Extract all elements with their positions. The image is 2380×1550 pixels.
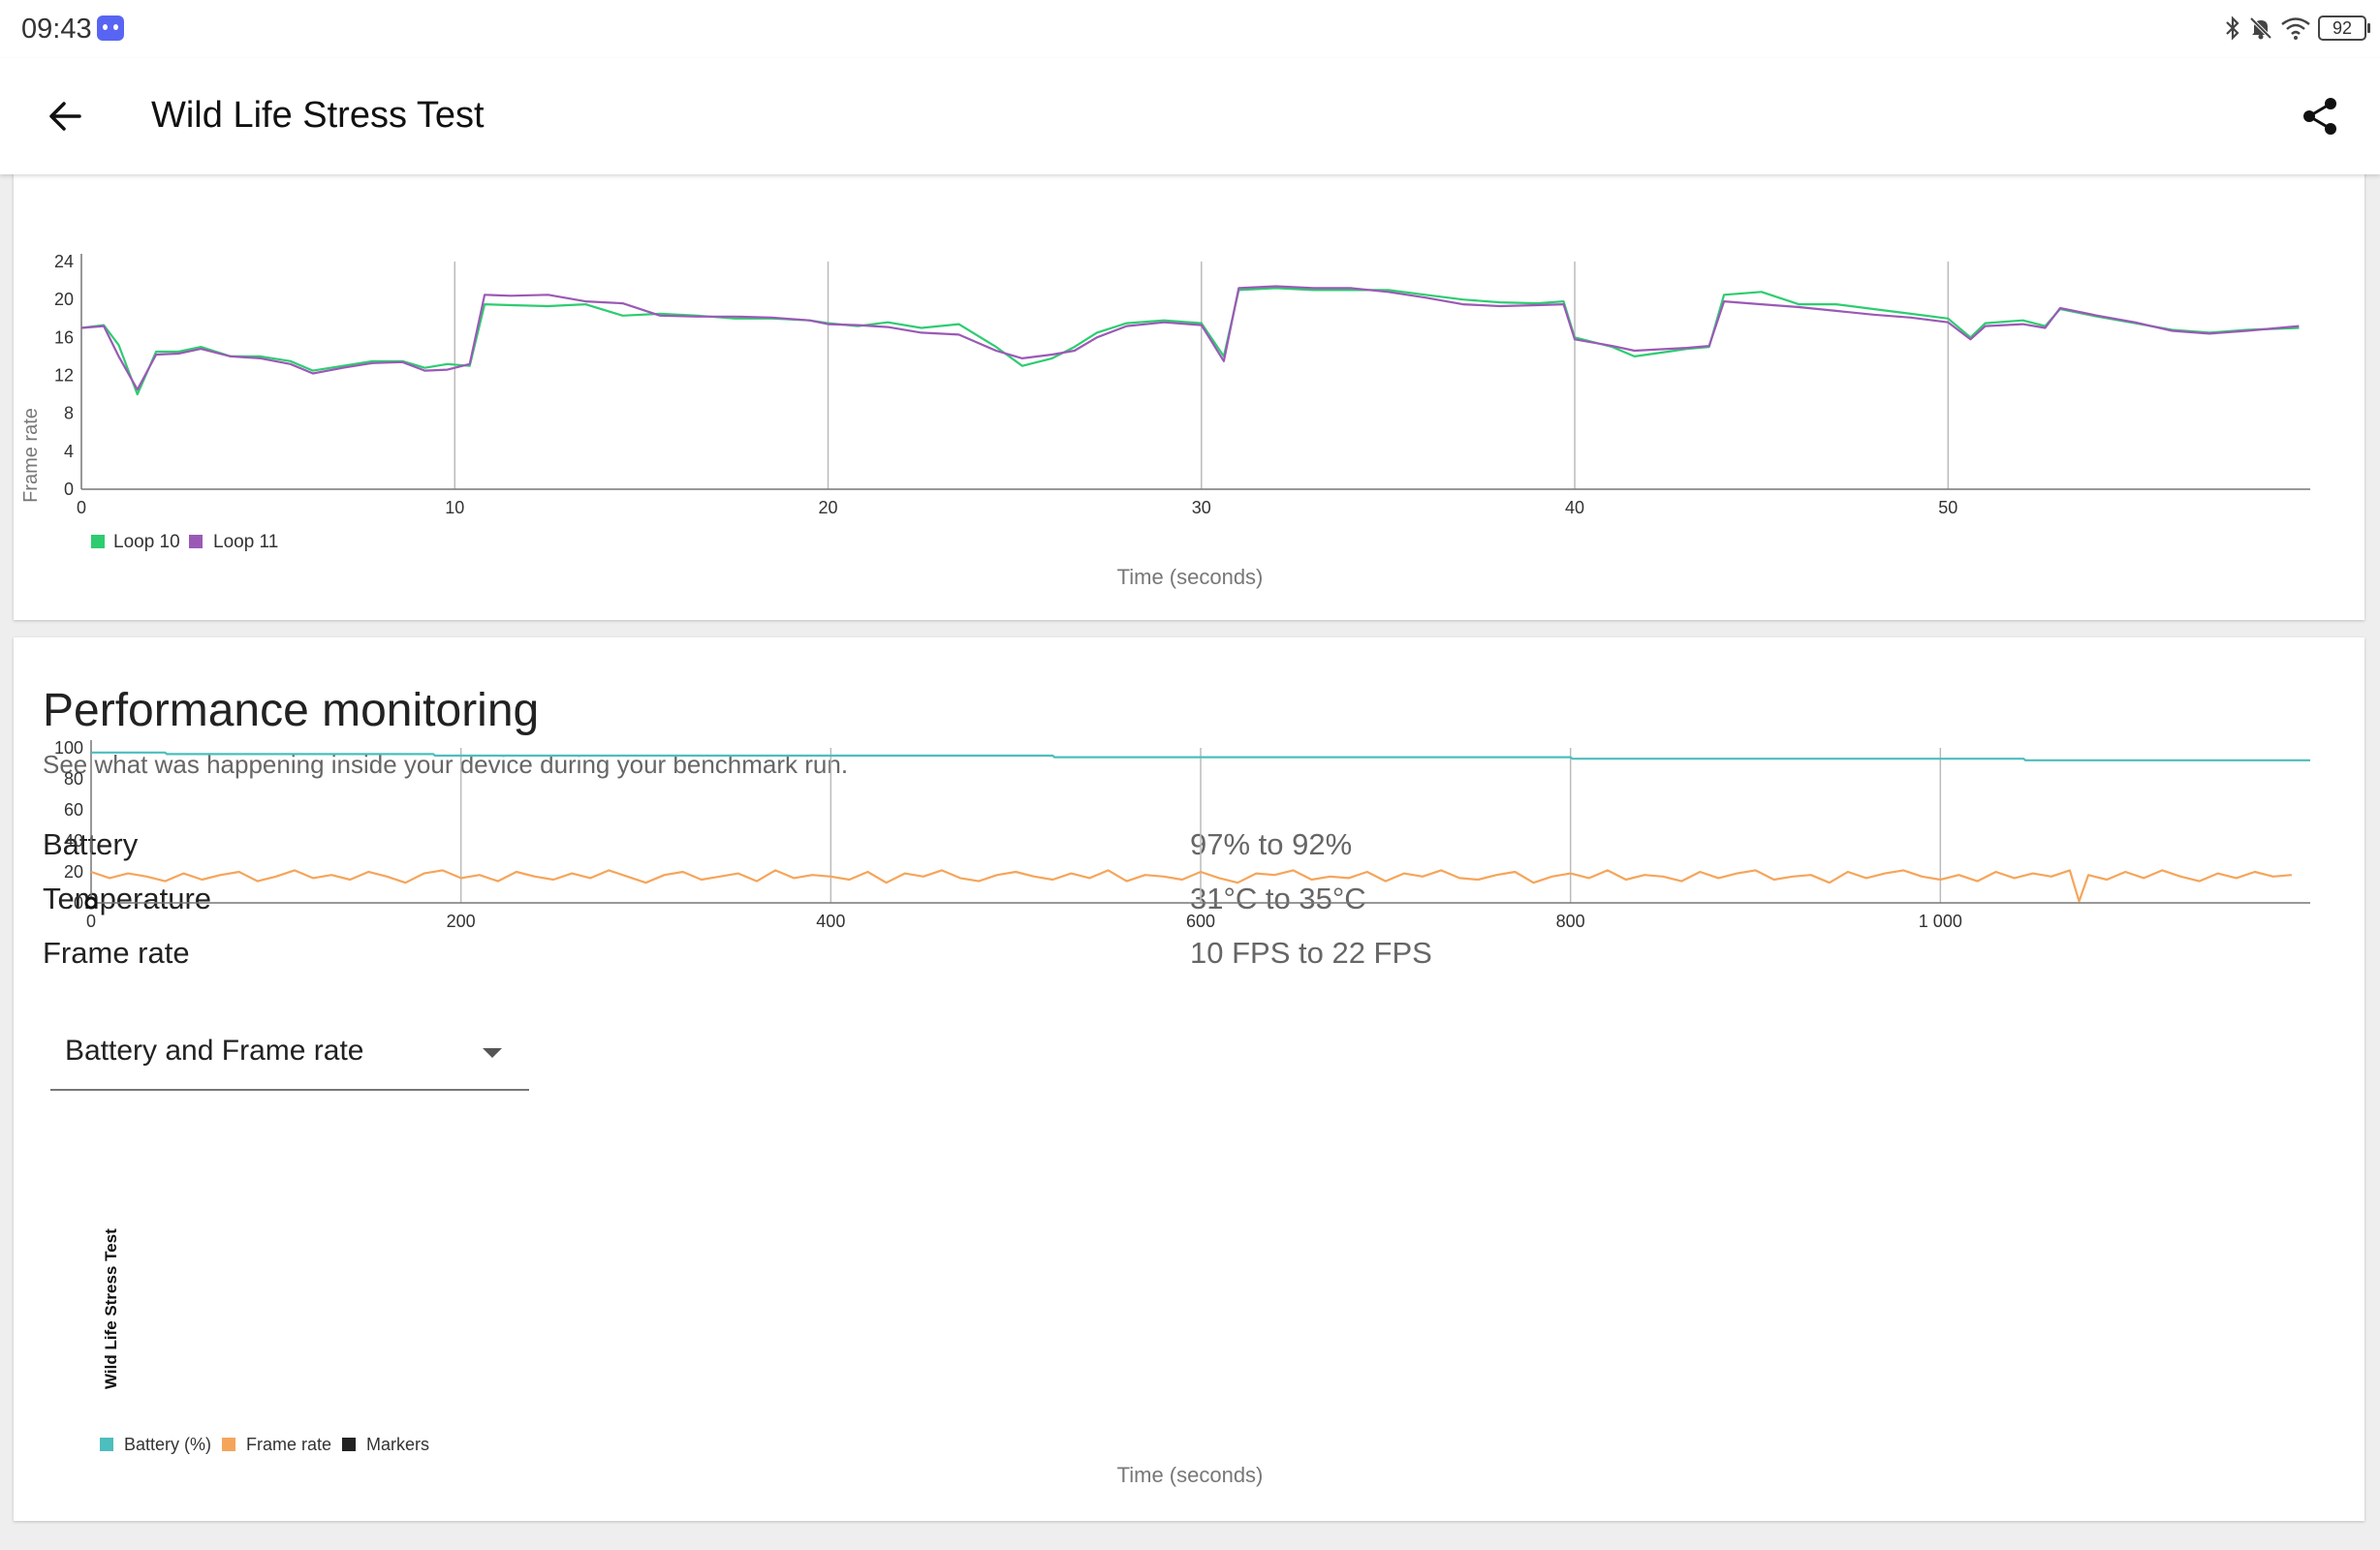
share-button[interactable]: [2297, 93, 2343, 140]
battery-label: Battery: [43, 827, 139, 861]
y-tick-label: 24: [54, 252, 74, 271]
legend-loop-11-label: Loop 11: [213, 532, 278, 552]
legend-loop-11: Loop 11: [189, 532, 278, 552]
y-tick-label: 20: [54, 290, 74, 309]
app-bar: Wild Life Stress Test: [0, 58, 2380, 174]
temperature-value: 31°C to 35°C: [1190, 882, 1366, 915]
battery-level: 92: [2332, 18, 2353, 38]
frame-rate-label: Frame rate: [43, 936, 190, 970]
discord-icon: [97, 16, 124, 41]
y-tick-label: 8: [64, 404, 74, 423]
status-time: 09:43: [21, 14, 92, 45]
performance-subtitle: See what was happening inside your devic…: [43, 750, 849, 779]
status-icons: 92: [2223, 14, 2370, 43]
x-tick-label: 50: [1938, 498, 1957, 517]
monitoring-x-axis-label: Time (seconds): [1117, 1463, 1264, 1487]
share-icon: [2303, 98, 2336, 135]
legend-markers-label: Markers: [366, 1435, 429, 1454]
legend-markers: Markers: [342, 1435, 429, 1454]
frame-rate-chart-card: 0 10 20 30 40 50 0 4 8 12 16 20 24 Frame rate Loop 1…: [14, 155, 2364, 620]
back-button[interactable]: [43, 93, 89, 140]
back-arrow-icon: [49, 102, 81, 131]
page-title: Wild Life Stress Test: [151, 95, 485, 136]
y-tick-label: 0: [64, 480, 74, 499]
frame-rate-loop-chart: 0 10 20 30 40 50 0 4 8 12 16 20 24 Frame rate Loop 1…: [20, 252, 2310, 589]
frame-rate-y-axis-label: Frame rate: [20, 408, 42, 503]
loop-11-series-line: [80, 285, 2300, 391]
x-tick-label: 30: [1192, 498, 1211, 517]
performance-monitoring-card: Performance monitoring See what was happ…: [14, 637, 2364, 1521]
x-tick-label: 20: [819, 498, 838, 517]
y-tick-label: 16: [54, 327, 74, 347]
y-tick-label: 60: [64, 800, 83, 820]
y-tick-label: 12: [54, 366, 74, 386]
x-tick-label: 0: [77, 498, 86, 517]
loop-10-series-line: [80, 287, 2300, 396]
legend-frame-rate: Frame rate: [222, 1435, 331, 1454]
legend-loop-10-label: Loop 10: [113, 532, 180, 552]
legend-frame-rate-label: Frame rate: [246, 1435, 331, 1454]
dropdown-selected-value: Battery and Frame rate: [65, 1035, 364, 1067]
status-bar: 09:43 92: [0, 0, 2380, 58]
temperature-label: Temperature: [43, 882, 212, 915]
x-tick-label: 200: [447, 912, 476, 931]
legend-battery: Battery (%): [100, 1435, 211, 1454]
bluetooth-icon: [2226, 16, 2239, 41]
x-tick-label: 10: [445, 498, 464, 517]
x-tick-label: 40: [1565, 498, 1584, 517]
do-not-disturb-icon: [2249, 16, 2272, 40]
x-tick-label: 1 000: [1919, 912, 1962, 931]
battery-value: 97% to 92%: [1190, 827, 1353, 861]
marker-label: Wild Life Stress Test: [102, 1228, 120, 1389]
y-tick-label: 20: [64, 862, 83, 882]
y-tick-label: 4: [64, 442, 74, 461]
chart-type-dropdown[interactable]: Battery and Frame rate: [50, 1019, 529, 1091]
legend-battery-label: Battery (%): [124, 1435, 211, 1454]
frame-rate-value: 10 FPS to 22 FPS: [1190, 936, 1432, 970]
legend-loop-10: Loop 10: [91, 532, 180, 552]
wifi-icon: [2281, 17, 2310, 40]
x-tick-label: 400: [816, 912, 845, 931]
x-tick-label: 800: [1556, 912, 1585, 931]
performance-title: Performance monitoring: [43, 685, 540, 736]
battery-icon: 92: [2318, 16, 2370, 41]
dropdown-caret-icon: [483, 1048, 502, 1058]
frame-rate-x-axis-label: Time (seconds): [1117, 565, 1264, 589]
